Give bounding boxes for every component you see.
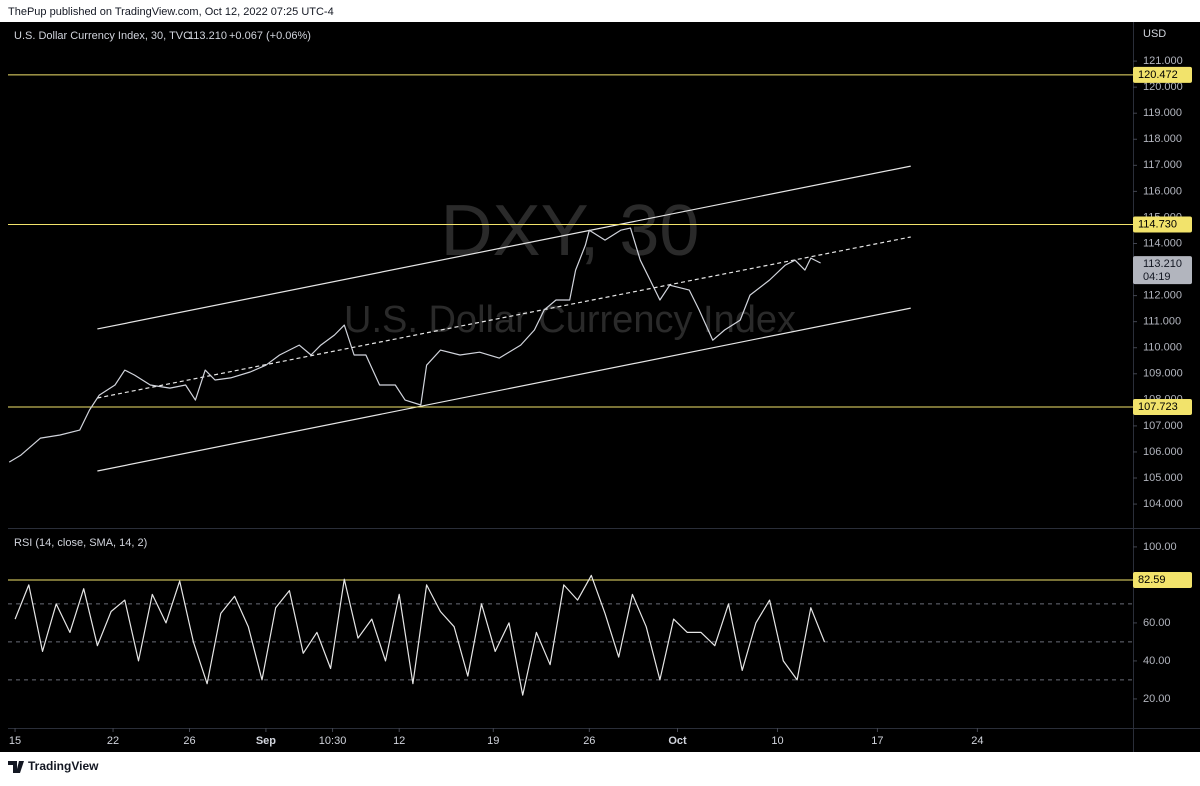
channel-lower xyxy=(97,307,911,472)
x-tick-label: 24 xyxy=(971,735,983,747)
level-label-box xyxy=(1133,399,1192,416)
price-label-box xyxy=(1133,256,1192,285)
y-tick-label: 109.000 xyxy=(1143,368,1183,380)
level-label-box xyxy=(1133,216,1192,233)
y-tick-label: 121.000 xyxy=(1143,55,1183,67)
channel-middle xyxy=(97,236,911,399)
y-tick-label: 20.00 xyxy=(1143,693,1171,705)
series-line xyxy=(8,227,821,463)
publisher: ThePup published on TradingView.com, Oct… xyxy=(8,6,334,18)
plot: 104.000105.000106.000107.000108.000109.0… xyxy=(8,55,1192,747)
symbol-title: U.S. Dollar Currency Index, 30, TVC xyxy=(14,30,191,42)
x-tick-label: 15 xyxy=(9,735,21,747)
level-label: 114.730 xyxy=(1138,218,1177,230)
footer xyxy=(0,752,1200,781)
y-tick-label: 111.000 xyxy=(1143,316,1181,328)
logo xyxy=(8,761,24,773)
y-tick-label: 116.000 xyxy=(1143,185,1182,197)
y-tick-label: 110.000 xyxy=(1143,342,1182,354)
x-tick-label: 10 xyxy=(771,735,783,747)
channel-upper xyxy=(97,165,911,330)
y-tick-label: 114.000 xyxy=(1143,237,1182,249)
y-tick-label: 104.000 xyxy=(1143,498,1183,510)
y-tick-label: 117.000 xyxy=(1143,159,1182,171)
y-tick-label: 107.000 xyxy=(1143,420,1183,432)
countdown: 04:19 xyxy=(1143,271,1171,283)
x-tick-label: Oct xyxy=(668,735,687,747)
y-tick-label: 112.000 xyxy=(1143,290,1182,302)
y-tick-label: 106.000 xyxy=(1143,446,1183,458)
y-tick-label: 60.00 xyxy=(1143,617,1171,629)
level-label: 82.59 xyxy=(1138,574,1166,586)
rsi-title: RSI (14, close, SMA, 14, 2) xyxy=(14,537,147,549)
price-label: 113.210 xyxy=(1143,258,1182,270)
series-line xyxy=(14,574,826,696)
x-tick-label: 10:30 xyxy=(319,735,347,747)
x-tick-label: 17 xyxy=(871,735,883,747)
y-tick-label: 119.000 xyxy=(1143,107,1182,119)
y-tick-label: 105.000 xyxy=(1143,472,1183,484)
y-tick-label: 100.00 xyxy=(1143,541,1177,553)
legend-price: 113.210 xyxy=(188,30,227,42)
level-label: 107.723 xyxy=(1138,401,1178,413)
x-tick-label: 22 xyxy=(107,735,119,747)
y-tick-label: 40.00 xyxy=(1143,655,1171,667)
watermark: DXY, 30 xyxy=(441,191,700,271)
x-tick-label: 26 xyxy=(183,735,195,747)
x-tick-label: 26 xyxy=(583,735,595,747)
chart-area xyxy=(0,22,1200,752)
level-label: 120.472 xyxy=(1138,69,1178,81)
x-tick-label: 19 xyxy=(487,735,499,747)
x-tick-label: Sep xyxy=(256,735,276,747)
y-tick-label: 118.000 xyxy=(1143,133,1182,145)
level-label-box xyxy=(1133,571,1192,588)
watermark: U.S. Dollar Currency Index xyxy=(344,299,796,341)
legend-change: +0.067 (+0.06%) xyxy=(229,30,311,42)
legend: U.S. Dollar Currency Index, 30, TVC 113.… xyxy=(14,30,311,549)
y-tick-label: 120.000 xyxy=(1143,81,1183,93)
level-label-box xyxy=(1133,66,1192,83)
brand: TradingView xyxy=(28,759,99,773)
currency: USD xyxy=(1143,28,1166,40)
x-tick-label: 12 xyxy=(393,735,405,747)
